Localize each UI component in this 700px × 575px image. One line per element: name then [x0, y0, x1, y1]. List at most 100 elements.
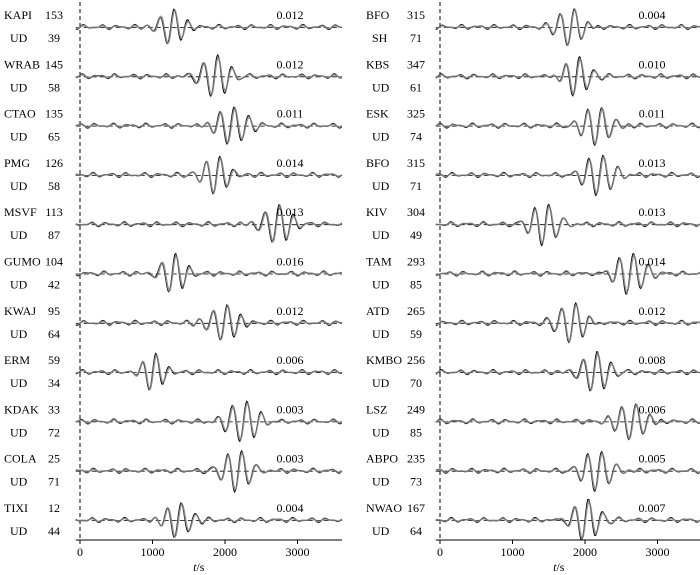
azimuth-label: 235 [407, 452, 425, 466]
trace-pmg-ud: PMG UD 126 58 0.014 [4, 155, 343, 195]
synthetic-waveform [435, 8, 700, 47]
component-label: UD [372, 278, 390, 292]
azimuth-label: 315 [407, 8, 425, 22]
station-label: BFO [366, 8, 390, 22]
station-label: KIV [366, 205, 388, 219]
azimuth-label: 249 [407, 402, 425, 416]
synthetic-waveform [435, 352, 700, 392]
component-label: UD [10, 228, 28, 242]
x-axis: 0 1000 2000 3000 t/s [75, 539, 342, 574]
synthetic-waveform [75, 157, 343, 194]
amplitude-label: 0.007 [639, 501, 666, 515]
station-label: KAPI [4, 8, 32, 22]
trace-gumo-ud: GUMO UD 104 42 0.016 [4, 252, 342, 293]
synthetic-waveform [435, 452, 700, 491]
x-tick-label: 2000 [213, 545, 237, 559]
x-tick-label: 1000 [501, 545, 525, 559]
azimuth-label: 95 [48, 304, 60, 318]
distance-label: 64 [410, 524, 422, 538]
azimuth-label: 33 [48, 402, 60, 416]
distance-label: 87 [48, 228, 60, 242]
component-label: UD [10, 31, 28, 45]
station-label: MSVF [4, 205, 37, 219]
azimuth-label: 315 [407, 156, 425, 170]
distance-label: 74 [410, 130, 422, 144]
station-label: ATD [366, 304, 390, 318]
amplitude-label: 0.012 [277, 304, 304, 318]
azimuth-label: 304 [407, 205, 425, 219]
trace-bfo-ud: BFO UD 315 71 0.013 [366, 154, 700, 197]
azimuth-label: 113 [45, 205, 63, 219]
station-label: NWAO [366, 501, 402, 515]
component-label: UD [10, 179, 28, 193]
station-label: WRAB [4, 57, 40, 71]
distance-label: 70 [410, 376, 422, 390]
distance-label: 71 [48, 475, 60, 489]
x-tick-label: 3000 [286, 545, 310, 559]
distance-label: 73 [410, 475, 422, 489]
amplitude-label: 0.011 [277, 107, 304, 121]
amplitude-label: 0.006 [277, 353, 304, 367]
station-label: KBS [366, 57, 389, 71]
amplitude-label: 0.013 [639, 156, 666, 170]
station-label: BFO [366, 156, 390, 170]
station-label: KWAJ [4, 304, 36, 318]
x-axis-title: t/s [553, 560, 565, 574]
distance-label: 58 [48, 80, 60, 94]
trace-kdak-ud: KDAK UD 33 72 0.003 [4, 400, 343, 443]
trace-ctao-ud: CTAO UD 135 65 0.011 [4, 106, 343, 145]
station-label: GUMO [4, 255, 41, 269]
synthetic-waveform [435, 108, 700, 145]
trace-kiv-ud: KIV UD 304 49 0.013 [366, 203, 700, 247]
synthetic-waveform [435, 155, 700, 195]
synthetic-waveform [75, 402, 343, 441]
azimuth-label: 265 [407, 304, 425, 318]
station-label: KMBO [366, 353, 402, 367]
azimuth-label: 59 [48, 353, 60, 367]
distance-label: 61 [410, 80, 422, 94]
component-label: UD [372, 327, 390, 341]
synthetic-waveform [435, 404, 700, 440]
distance-label: 85 [410, 425, 422, 439]
component-label: UD [10, 327, 28, 341]
azimuth-label: 25 [48, 452, 60, 466]
synthetic-waveform [75, 56, 342, 96]
synthetic-waveform [75, 204, 343, 243]
component-label: UD [372, 130, 390, 144]
amplitude-label: 0.006 [639, 402, 666, 416]
distance-label: 71 [410, 179, 422, 193]
station-label: CTAO [4, 107, 36, 121]
trace-tixi-ud: TIXI UD 12 44 0.004 [4, 501, 343, 539]
azimuth-label: 104 [45, 255, 63, 269]
distance-label: 34 [48, 376, 60, 390]
azimuth-label: 167 [407, 501, 425, 515]
trace-nwao-ud: NWAO UD 167 64 0.007 [366, 498, 700, 541]
azimuth-label: 256 [407, 353, 425, 367]
synthetic-waveform [75, 502, 343, 539]
azimuth-label: 12 [48, 501, 60, 515]
station-label: PMG [4, 156, 30, 170]
distance-label: 85 [410, 278, 422, 292]
amplitude-label: 0.004 [277, 501, 304, 515]
synthetic-waveform [435, 254, 700, 294]
x-tick-label: 0 [437, 545, 443, 559]
synthetic-waveform [435, 58, 700, 95]
synthetic-waveform [75, 107, 343, 145]
trace-kapi-ud: KAPI UD 153 39 0.012 [4, 8, 342, 45]
station-label: TAM [366, 255, 392, 269]
azimuth-label: 145 [45, 57, 63, 71]
synthetic-waveform [435, 303, 700, 342]
distance-label: 42 [48, 278, 60, 292]
component-label: UD [10, 130, 28, 144]
amplitude-label: 0.013 [277, 205, 304, 219]
right-panel: BFO SH 315 71 0.004 KBS UD 347 61 0.010 ESK UD 325 74… [366, 2, 700, 574]
synthetic-waveform [435, 500, 700, 540]
component-label: UD [372, 179, 390, 193]
distance-label: 44 [48, 524, 60, 538]
azimuth-label: 126 [45, 156, 63, 170]
station-label: ABPO [366, 452, 398, 466]
trace-bfo-sh: BFO SH 315 71 0.004 [366, 8, 700, 47]
trace-esk-ud: ESK UD 325 74 0.011 [366, 107, 700, 147]
azimuth-label: 347 [407, 57, 425, 71]
amplitude-label: 0.013 [639, 205, 666, 219]
